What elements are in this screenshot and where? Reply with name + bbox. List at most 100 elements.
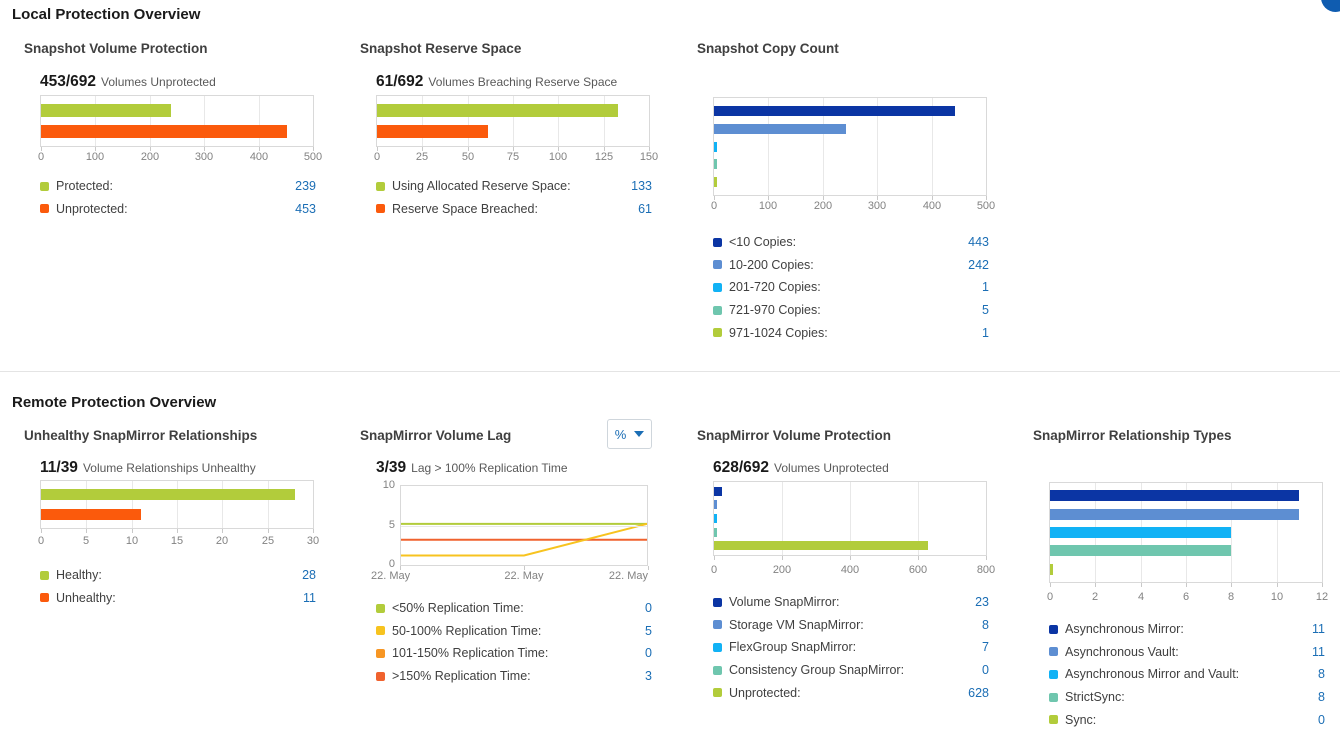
stat-row: 61/692 Volumes Breaching Reserve Space xyxy=(376,73,617,91)
bar-chart-plot xyxy=(1049,482,1323,583)
chart-card-snapmirror-relationship-types: SnapMirror Relationship Types 0 2 4 6 8 10 12 As… xyxy=(1033,428,1333,727)
axis-tick xyxy=(400,566,401,570)
axis-tick xyxy=(932,196,933,200)
legend-value-link[interactable]: 5 xyxy=(982,303,989,318)
legend-label: Unhealthy: xyxy=(56,590,116,605)
chart-card-snapshot-reserve-space: Snapshot Reserve Space 61/692 Volumes Brea… xyxy=(360,41,660,216)
x-axis-label: 400 xyxy=(249,151,269,163)
legend-marker xyxy=(1049,669,1058,679)
legend-value-link[interactable]: 11 xyxy=(1312,622,1325,637)
legend-value-link[interactable]: 242 xyxy=(968,257,989,272)
axis-tick xyxy=(768,196,769,200)
legend-value-link[interactable]: 628 xyxy=(968,685,989,700)
legend-value-link[interactable]: 453 xyxy=(295,201,316,216)
legend-value-link[interactable]: 133 xyxy=(631,179,652,194)
legend-label: 721-970 Copies: xyxy=(729,303,821,318)
axis-tick xyxy=(649,147,650,151)
axis-tick xyxy=(558,147,559,151)
legend: Protected: 239 Unprotected: 453 xyxy=(40,175,316,220)
stat-value: 61/692 xyxy=(376,73,424,90)
legend-marker xyxy=(1049,624,1058,634)
legend: <50% Replication Time: 0 50-100% Replicati… xyxy=(376,597,652,687)
legend-value-link[interactable]: 11 xyxy=(303,590,316,605)
chart-card-snapmirror-volume-protection: SnapMirror Volume Protection 628/692 Volum… xyxy=(697,428,997,700)
x-axis-label: 125 xyxy=(594,151,614,163)
stat-row: 453/692 Volumes Unprotected xyxy=(40,73,216,91)
legend-label: Asynchronous Mirror: xyxy=(1065,622,1184,637)
legend-item-asynchronous-mirror-and-vault: Asynchronous Mirror and Vault: 8 xyxy=(1049,663,1325,686)
x-axis-label: 12 xyxy=(1315,591,1329,603)
x-axis-label: 100 xyxy=(85,151,105,163)
axis-tick xyxy=(918,556,919,560)
legend-value-link[interactable]: 239 xyxy=(295,179,316,194)
bar-volume-snapmirror xyxy=(714,487,722,496)
unit-selector-dropdown[interactable]: % xyxy=(607,419,652,449)
axis-tick xyxy=(222,529,223,533)
bar-flexgroup-snapmirror xyxy=(714,514,717,523)
gridline xyxy=(768,98,769,195)
clipped-corner-icon[interactable] xyxy=(1321,0,1340,12)
gridline xyxy=(877,98,878,195)
gridline xyxy=(513,96,514,146)
legend-item-unhealthy: Unhealthy: 11 xyxy=(40,587,316,610)
chart-title: SnapMirror Volume Protection xyxy=(697,428,892,443)
gridline xyxy=(401,526,647,527)
legend-value-link[interactable]: 0 xyxy=(982,663,989,678)
legend-marker xyxy=(1049,647,1058,657)
axis-tick xyxy=(259,147,260,151)
legend-value-link[interactable]: 61 xyxy=(638,201,652,216)
legend-item-971-1024-copies: 971-1024 Copies: 1 xyxy=(713,321,989,344)
bar-asynchronous-mirror xyxy=(1050,490,1299,501)
chart-title: Snapshot Volume Protection xyxy=(24,41,208,56)
legend-value-link[interactable]: 1 xyxy=(982,325,989,340)
legend-value-link[interactable]: 23 xyxy=(975,595,989,610)
legend-value-link[interactable]: 0 xyxy=(645,646,652,661)
legend-value-link[interactable]: 0 xyxy=(645,601,652,616)
legend-value-link[interactable]: 3 xyxy=(645,669,652,684)
legend-label: StrictSync: xyxy=(1065,690,1125,705)
chart-title: Unhealthy SnapMirror Relationships xyxy=(24,428,258,443)
x-axis-label: 75 xyxy=(506,151,520,163)
legend-marker xyxy=(713,282,722,292)
section-divider xyxy=(0,371,1340,372)
legend-value-link[interactable]: 11 xyxy=(1312,644,1325,659)
gridline xyxy=(782,482,783,555)
stat-row: 3/39 Lag > 100% Replication Time xyxy=(376,459,568,477)
chart-title: Snapshot Reserve Space xyxy=(360,41,522,56)
legend-value-link[interactable]: 8 xyxy=(982,617,989,632)
x-axis-label: 200 xyxy=(772,564,792,576)
x-axis-label: 2 xyxy=(1091,591,1099,603)
bar-asynchronous-vault xyxy=(1050,509,1299,520)
legend-value-link[interactable]: 5 xyxy=(645,623,652,638)
legend-label: Unprotected: xyxy=(56,201,128,216)
legend-value-link[interactable]: 7 xyxy=(982,640,989,655)
gridline xyxy=(259,96,260,146)
gridline xyxy=(850,482,851,555)
axis-tick xyxy=(1277,583,1278,587)
legend-marker xyxy=(713,305,722,315)
x-axis-label: 150 xyxy=(639,151,659,163)
legend-value-link[interactable]: 8 xyxy=(1318,690,1325,705)
legend-item-101-150-replication-time: 101-150% Replication Time: 0 xyxy=(376,642,652,665)
bar-10-200-copies xyxy=(714,124,846,134)
legend-value-link[interactable]: 443 xyxy=(968,235,989,250)
legend-label: Asynchronous Vault: xyxy=(1065,644,1179,659)
axis-tick xyxy=(1095,583,1096,587)
legend-marker xyxy=(713,665,722,675)
bar-sync xyxy=(1050,564,1053,575)
x-axis-label: 300 xyxy=(867,200,887,212)
legend-value-link[interactable]: 8 xyxy=(1318,667,1325,682)
axis-tick xyxy=(850,556,851,560)
legend-value-link[interactable]: 0 xyxy=(1318,712,1325,727)
legend-item-10-200-copies: 10-200 Copies: 242 xyxy=(713,254,989,277)
x-axis-label: 10 xyxy=(1270,591,1284,603)
x-axis-label: 30 xyxy=(306,535,320,547)
axis-tick xyxy=(132,529,133,533)
legend-value-link[interactable]: 28 xyxy=(302,568,316,583)
axis-tick xyxy=(714,556,715,560)
legend-value-link[interactable]: 1 xyxy=(982,280,989,295)
bar-chart-plot xyxy=(376,95,650,147)
axis-tick xyxy=(714,196,715,200)
bar-reserve-space-breached xyxy=(377,125,488,138)
legend-marker xyxy=(376,204,385,214)
